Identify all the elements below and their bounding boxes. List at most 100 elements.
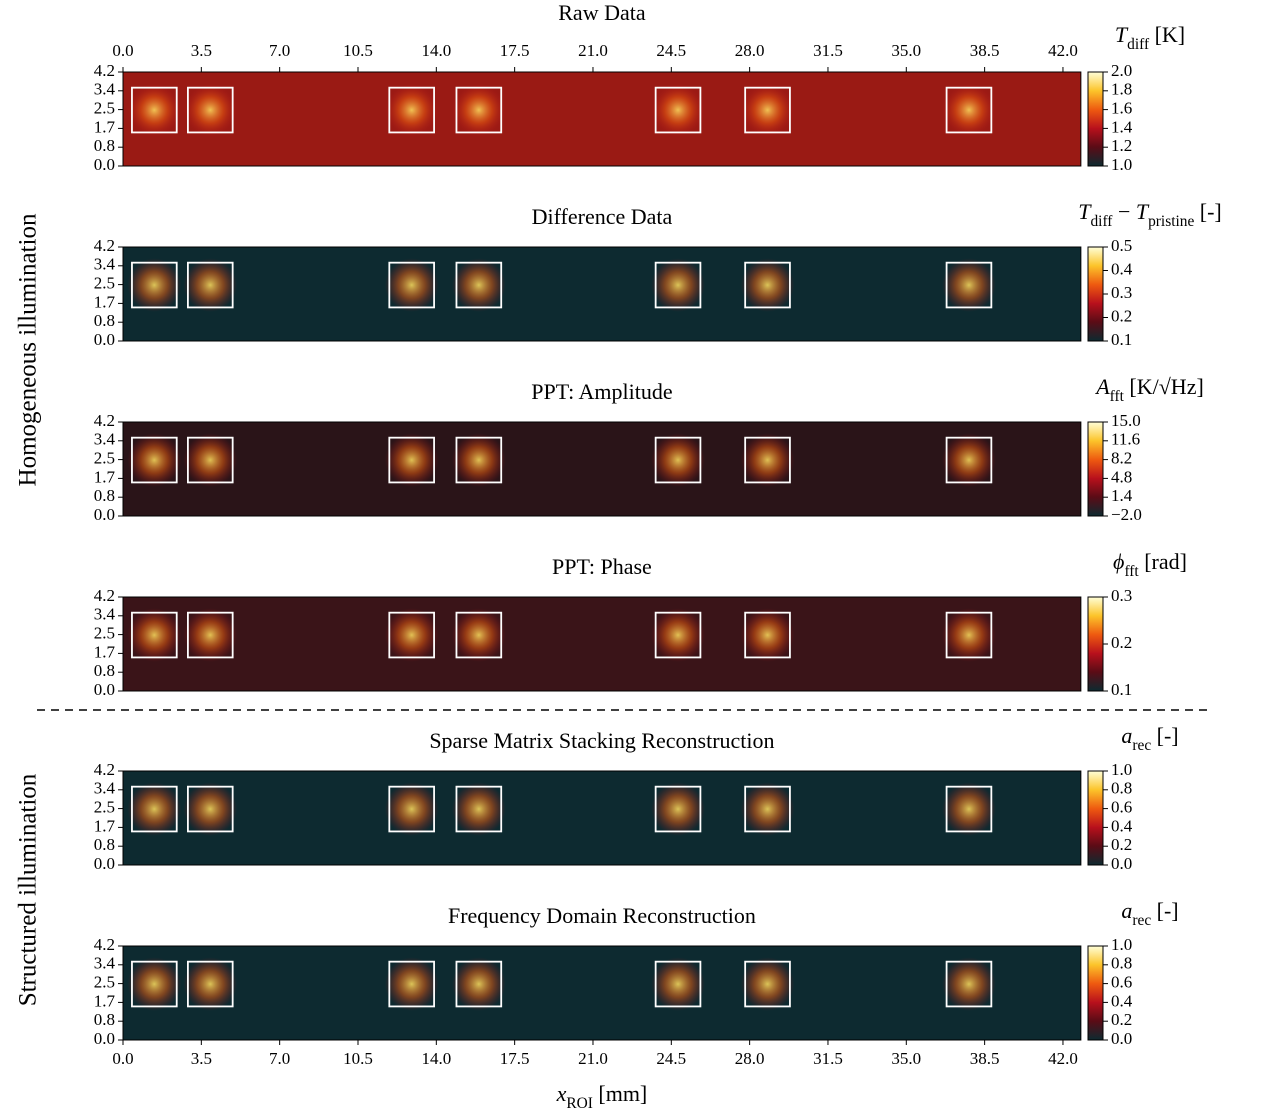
label-part: [K/√Hz] bbox=[1124, 374, 1204, 399]
glow bbox=[740, 258, 795, 312]
glow bbox=[942, 782, 996, 836]
x-tick-label: 7.0 bbox=[269, 41, 290, 60]
colorbar-tick-label: −2.0 bbox=[1111, 505, 1142, 524]
defect-box bbox=[744, 86, 791, 134]
glow bbox=[127, 957, 182, 1011]
row-label: Structured illumination bbox=[15, 773, 42, 1006]
axes-frame bbox=[122, 770, 1082, 866]
defect-box bbox=[945, 785, 993, 833]
glow bbox=[740, 608, 795, 662]
y-tick-label: 4.2 bbox=[94, 760, 115, 779]
x-tick-label: 28.0 bbox=[735, 41, 765, 60]
colorbar-tick-label: 0.6 bbox=[1111, 973, 1132, 992]
axes-frame bbox=[122, 246, 1082, 342]
colorbar-tick-label: 0.8 bbox=[1111, 779, 1132, 798]
defect-box bbox=[744, 960, 791, 1008]
defect-box bbox=[945, 960, 993, 1008]
y-tick-label: 0.0 bbox=[94, 1029, 115, 1048]
defect-box bbox=[187, 611, 234, 659]
x-tick-label: 42.0 bbox=[1048, 1049, 1078, 1068]
label-part: diff bbox=[1090, 213, 1113, 230]
colorbar-tick-label: 0.1 bbox=[1111, 330, 1132, 349]
y-tick-label: 3.4 bbox=[94, 954, 116, 973]
x-tick-label: 3.5 bbox=[191, 41, 212, 60]
y-tick-label: 2.5 bbox=[94, 973, 115, 992]
colorbar-label: arec [-] bbox=[1121, 898, 1178, 929]
colorbar bbox=[1087, 945, 1104, 1041]
y-tick-label: 1.7 bbox=[94, 292, 116, 311]
colorbar-tick-label: 1.8 bbox=[1111, 80, 1132, 99]
glow bbox=[942, 83, 996, 137]
y-tick-label: 0.0 bbox=[94, 680, 115, 699]
glow bbox=[183, 433, 238, 487]
colorbar bbox=[1087, 71, 1104, 167]
y-tick-label: 0.8 bbox=[94, 486, 115, 505]
heatmap-image bbox=[123, 946, 1081, 1040]
colorbar-tick-label: 0.2 bbox=[1111, 835, 1132, 854]
colorbar-tick-label: 0.4 bbox=[1111, 259, 1133, 278]
x-tick-label: 38.5 bbox=[970, 1049, 1000, 1068]
y-tick-label: 1.7 bbox=[94, 467, 116, 486]
defect-box bbox=[131, 436, 178, 484]
defect-box bbox=[388, 86, 435, 134]
heatmap-image bbox=[123, 771, 1081, 865]
x-tick-label: 17.5 bbox=[500, 41, 530, 60]
label-part: T bbox=[1078, 199, 1092, 224]
glow bbox=[384, 258, 439, 312]
glow bbox=[651, 957, 705, 1011]
colorbar-tick-label: 1.4 bbox=[1111, 117, 1133, 136]
colorbar-tick-label: 0.4 bbox=[1111, 816, 1133, 835]
colorbar-label: ϕfft [rad] bbox=[1113, 549, 1187, 580]
label-part: [mm] bbox=[593, 1081, 647, 1106]
defect-box bbox=[131, 611, 178, 659]
x-tick-label: 0.0 bbox=[112, 1049, 133, 1068]
axes-frame bbox=[122, 596, 1082, 692]
defect-box bbox=[654, 785, 702, 833]
axes-frame bbox=[122, 945, 1082, 1041]
colorbar-tick-label: 0.2 bbox=[1111, 306, 1132, 325]
glow bbox=[384, 782, 439, 836]
x-tick-label: 21.0 bbox=[578, 1049, 608, 1068]
y-tick-label: 4.2 bbox=[94, 236, 115, 255]
defect-box bbox=[187, 436, 234, 484]
glow bbox=[384, 608, 439, 662]
defect-box bbox=[187, 86, 234, 134]
x-tick-label: 0.0 bbox=[112, 41, 133, 60]
panel-title: PPT: Amplitude bbox=[531, 379, 672, 404]
x-tick-label: 14.0 bbox=[421, 1049, 451, 1068]
defect-box bbox=[455, 785, 503, 833]
colorbar-tick-label: 1.4 bbox=[1111, 486, 1133, 505]
glow bbox=[740, 957, 795, 1011]
glow bbox=[651, 83, 705, 137]
defect-box bbox=[945, 436, 993, 484]
defect-box bbox=[945, 611, 993, 659]
glow bbox=[451, 957, 506, 1011]
x-tick-label: 7.0 bbox=[269, 1049, 290, 1068]
y-tick-label: 0.8 bbox=[94, 835, 115, 854]
colorbar-tick-label: 0.4 bbox=[1111, 991, 1133, 1010]
glow bbox=[183, 83, 238, 137]
colorbar bbox=[1087, 421, 1104, 517]
defect-box bbox=[388, 261, 435, 309]
y-tick-label: 0.0 bbox=[94, 155, 115, 174]
colorbar-tick-label: 4.8 bbox=[1111, 467, 1132, 486]
y-tick-label: 4.2 bbox=[94, 61, 115, 80]
y-tick-label: 0.0 bbox=[94, 505, 115, 524]
label-part: ϕ bbox=[1113, 549, 1124, 574]
glow bbox=[451, 608, 506, 662]
glow bbox=[183, 782, 238, 836]
defect-box bbox=[131, 261, 178, 309]
colorbar-tick-label: 0.3 bbox=[1111, 586, 1132, 605]
glow bbox=[651, 258, 705, 312]
defect-box bbox=[187, 785, 234, 833]
glow bbox=[451, 258, 506, 312]
y-tick-label: 2.5 bbox=[94, 798, 115, 817]
label-part: T bbox=[1136, 199, 1150, 224]
label-part: diff bbox=[1127, 36, 1150, 53]
y-tick-label: 3.4 bbox=[94, 430, 116, 449]
label-part: [-] bbox=[1151, 723, 1178, 748]
label-part: rec bbox=[1132, 912, 1151, 929]
defect-box bbox=[388, 960, 435, 1008]
axes-frame bbox=[122, 71, 1082, 167]
x-tick-label: 28.0 bbox=[735, 1049, 765, 1068]
